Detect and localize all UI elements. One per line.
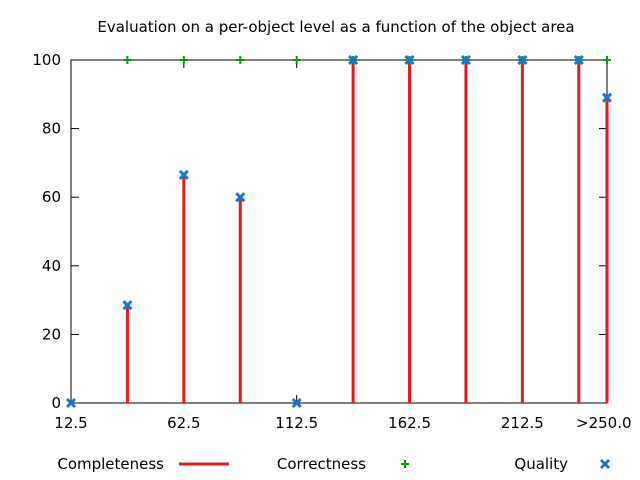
quality-point	[460, 54, 472, 66]
legend-label: Completeness	[57, 455, 164, 473]
correctness-point	[236, 56, 245, 64]
legend-swatch-quality	[599, 458, 611, 470]
x-tick-label: 162.5	[388, 414, 431, 432]
y-tick-label: 20	[42, 325, 61, 343]
quality-point	[122, 300, 133, 311]
point-markers	[65, 54, 613, 409]
plot-frame	[70, 59, 608, 404]
legend-swatch-correctness	[401, 460, 409, 468]
chart-title: Evaluation on a per-object level as a fu…	[97, 18, 574, 36]
y-tick-label: 80	[42, 120, 61, 138]
legend-label: Correctness	[277, 455, 366, 473]
completeness-impulses	[125, 60, 609, 403]
quality-point	[601, 92, 613, 103]
quality-point	[178, 169, 189, 180]
quality-point	[65, 397, 77, 409]
correctness-point	[292, 56, 301, 64]
correctness-point	[603, 56, 611, 64]
x-tick-label: 12.5	[54, 414, 87, 432]
quality-point	[517, 54, 528, 66]
y-tick-label: 100	[32, 51, 61, 69]
quality-point	[235, 192, 246, 203]
quality-point	[291, 397, 302, 409]
x-tick-label: 112.5	[275, 414, 318, 432]
correctness-point	[179, 56, 188, 64]
quality-point	[573, 54, 584, 66]
quality-point	[404, 54, 415, 66]
legend-label: Quality	[514, 455, 568, 473]
axis-ticks: 0 20 40 60 80 100 12.5 62.5 112.5 162.5 212.5 >250.…	[32, 51, 631, 432]
quality-point	[348, 54, 359, 66]
y-tick-label: 0	[51, 394, 61, 412]
correctness-point	[123, 56, 132, 64]
legend: Completeness Correctness Quality	[57, 455, 611, 473]
x-tick-label: 212.5	[501, 414, 544, 432]
x-tick-label: 62.5	[167, 414, 200, 432]
y-tick-label: 40	[42, 257, 61, 275]
x-tick-label: >250.0	[576, 414, 632, 432]
y-tick-label: 60	[42, 188, 61, 206]
